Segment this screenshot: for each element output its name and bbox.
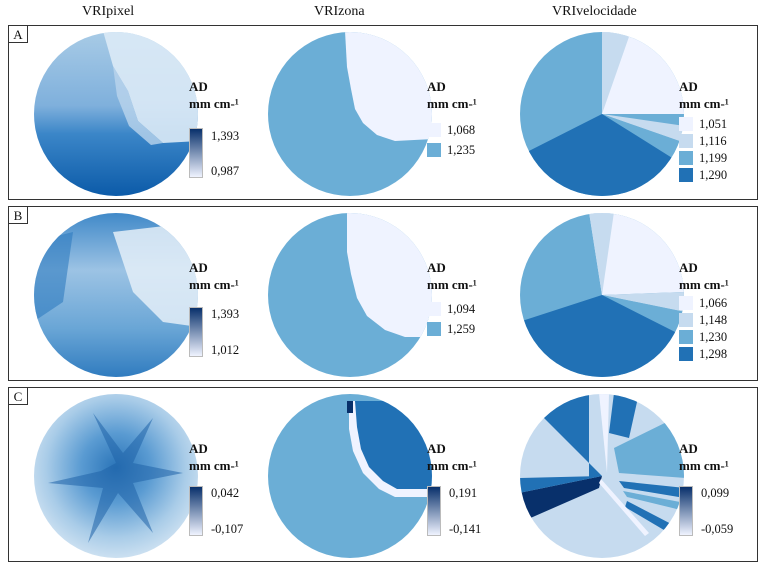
legend-unit: mm cm-¹ <box>189 458 239 473</box>
legend-title: AD <box>427 79 446 94</box>
legend-pixel: AD mm cm-¹ <box>189 440 239 474</box>
legend-title: AD <box>679 79 698 94</box>
legend-pixel: AD mm cm-¹ <box>189 259 239 293</box>
map-zona <box>268 394 432 558</box>
colorbar-max: 0,099 <box>701 486 730 500</box>
column-title-zona: VRIzona <box>314 4 365 19</box>
panel-c: C AD mm cm-¹ 0,042 -0,107 AD mm cm-¹ <box>8 387 758 562</box>
legend-item: 1,259 <box>427 321 475 337</box>
legend-item: 1,290 <box>679 167 727 183</box>
map-pixel <box>34 394 198 558</box>
panel-label: B <box>8 206 28 224</box>
legend-title: AD <box>679 260 698 275</box>
legend-item: 1,230 <box>679 329 727 345</box>
legend-item: 1,148 <box>679 312 727 328</box>
panel-label: A <box>8 25 28 43</box>
map-pixel <box>34 32 198 196</box>
colorbar-max: 0,191 <box>449 486 478 500</box>
legend-item: 1,094 <box>427 301 475 317</box>
legend-velocidade: AD mm cm-¹ <box>679 259 729 293</box>
legend-zona: AD mm cm-¹ <box>427 440 477 474</box>
legend-item: 1,298 <box>679 346 727 362</box>
panel-label: C <box>8 387 28 405</box>
colorbar <box>679 486 693 536</box>
legend-velocidade: AD mm cm-¹ <box>679 440 729 474</box>
legend-item: 1,068 <box>427 122 475 138</box>
map-zona <box>268 32 432 196</box>
map-zona <box>268 213 432 377</box>
colorbar-max: 0,042 <box>211 486 240 500</box>
legend-item: 1,051 <box>679 116 727 132</box>
legend-unit: mm cm-¹ <box>189 277 239 292</box>
map-velocidade <box>520 32 684 196</box>
legend-title: AD <box>189 260 208 275</box>
colorbar-min: 1,012 <box>211 343 240 357</box>
colorbar <box>427 486 441 536</box>
colorbar <box>189 128 203 178</box>
legend-zona: AD mm cm-¹ <box>427 259 477 293</box>
legend-unit: mm cm-¹ <box>189 96 239 111</box>
legend-unit: mm cm-¹ <box>427 458 477 473</box>
colorbar <box>189 486 203 536</box>
colorbar <box>189 307 203 357</box>
legend-title: AD <box>427 260 446 275</box>
colorbar-min: -0,107 <box>211 522 244 536</box>
legend-title: AD <box>427 441 446 456</box>
legend-title: AD <box>189 79 208 94</box>
colorbar-max: 1,393 <box>211 129 240 143</box>
colorbar-max: 1,393 <box>211 307 240 321</box>
legend-unit: mm cm-¹ <box>679 458 729 473</box>
legend-item: 1,066 <box>679 295 727 311</box>
legend-pixel: AD mm cm-¹ <box>189 78 239 112</box>
panel-a: A AD mm cm-¹ 1,393 0,987 AD mm cm-¹ 1,06 <box>8 25 758 200</box>
legend-velocidade: AD mm cm-¹ <box>679 78 729 112</box>
column-title-velocidade: VRIvelocidade <box>552 4 637 19</box>
map-velocidade <box>520 213 684 377</box>
legend-item: 1,199 <box>679 150 727 166</box>
legend-unit: mm cm-¹ <box>679 277 729 292</box>
legend-title: AD <box>679 441 698 456</box>
column-title-pixel: VRIpixel <box>82 4 135 19</box>
legend-item: 1,116 <box>679 133 727 149</box>
panel-b: B AD mm cm-¹ 1,393 1,012 AD mm cm-¹ 1,09 <box>8 206 758 381</box>
legend-zona: AD mm cm-¹ <box>427 78 477 112</box>
legend-unit: mm cm-¹ <box>427 96 477 111</box>
legend-unit: mm cm-¹ <box>679 96 729 111</box>
map-velocidade <box>520 394 684 558</box>
colorbar-min: -0,141 <box>449 522 482 536</box>
colorbar-min: 0,987 <box>211 164 240 178</box>
legend-title: AD <box>189 441 208 456</box>
map-pixel <box>34 213 198 377</box>
colorbar-min: -0,059 <box>701 522 734 536</box>
legend-unit: mm cm-¹ <box>427 277 477 292</box>
legend-item: 1,235 <box>427 142 475 158</box>
